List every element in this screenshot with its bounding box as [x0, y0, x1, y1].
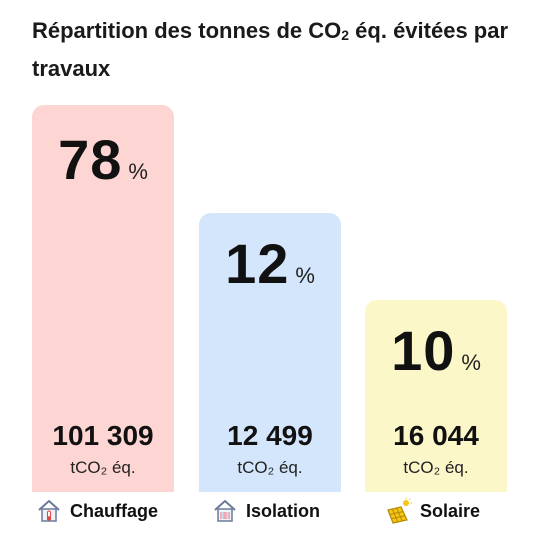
tonnes-value: 12 499	[227, 420, 313, 451]
category-label: Solaire	[420, 500, 481, 521]
percent-symbol: %	[295, 263, 315, 288]
percent-symbol: %	[461, 350, 481, 375]
tonnes-unit: tCO₂ éq.	[70, 458, 136, 477]
bar-isolation: 12% 12 499 tCO₂ éq.	[199, 213, 341, 492]
category-label: Chauffage	[70, 500, 159, 521]
percent-value: 10	[391, 319, 456, 382]
percent-value: 12	[225, 232, 290, 295]
percent-label: 12%	[199, 231, 341, 296]
tonnes-value: 101 309	[52, 420, 154, 451]
house-insulation-icon	[212, 498, 238, 524]
chart-title: Répartition des tonnes de CO2 éq. évitée…	[32, 18, 509, 81]
bar-solaire: 10% 16 044 tCO₂ éq.	[365, 300, 507, 492]
tonnes-unit: tCO₂ éq.	[403, 458, 469, 477]
percent-label: 10%	[365, 318, 507, 383]
house-thermometer-icon	[36, 498, 62, 524]
category-solaire: Solaire	[386, 498, 480, 524]
percent-value: 78	[58, 128, 123, 191]
percent-symbol: %	[128, 159, 148, 184]
percent-label: 78%	[32, 127, 174, 192]
category-chauffage: Chauffage	[36, 498, 158, 524]
tonnes-unit: tCO₂ éq.	[237, 458, 303, 477]
category-label: Isolation	[246, 500, 321, 521]
tonnes-value: 16 044	[393, 420, 479, 451]
category-isolation: Isolation	[212, 498, 320, 524]
bar-chauffage: 78% 101 309 tCO₂ éq.	[32, 105, 174, 492]
solar-panel-icon	[386, 498, 412, 524]
